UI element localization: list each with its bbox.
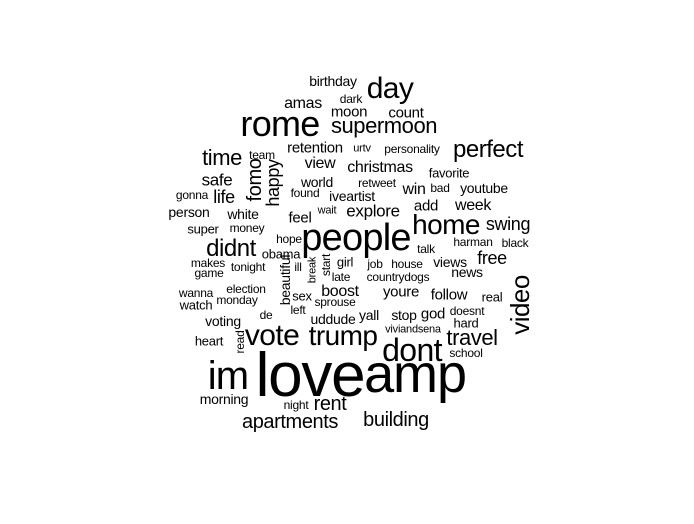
word-sex: sex — [292, 288, 312, 304]
word-fomo: fomo — [244, 158, 266, 202]
word-add: add — [413, 197, 439, 215]
word-god: god — [420, 305, 446, 323]
word-wait: wait — [317, 204, 337, 217]
word-view: view — [304, 155, 336, 172]
word-house: house — [391, 257, 423, 271]
word-start: start — [319, 253, 333, 277]
word-gonna: gonna — [175, 188, 209, 202]
word-election: election — [226, 282, 266, 296]
word-building: building — [363, 409, 429, 431]
word-video: video — [505, 275, 535, 335]
word-rent: rent — [313, 393, 347, 415]
word-break: break — [306, 256, 319, 284]
word-team: team — [249, 148, 275, 162]
word-boost: boost — [321, 283, 359, 300]
word-retweet: retweet — [358, 176, 396, 190]
word-birthday: birthday — [309, 73, 357, 89]
word-win: win — [402, 181, 426, 198]
word-day: day — [366, 72, 414, 105]
word-voting: voting — [205, 313, 241, 329]
word-happy: happy — [263, 159, 283, 207]
word-free: free — [477, 248, 507, 268]
word-night: night — [283, 398, 309, 412]
word-safe: safe — [201, 170, 233, 190]
word-christmas: christmas — [347, 159, 413, 176]
word-talk: talk — [417, 242, 435, 256]
word-super: super — [187, 221, 219, 237]
word-retention: retention — [287, 139, 343, 157]
word-rome: rome — [240, 103, 320, 144]
word-ill: ill — [294, 260, 302, 274]
word-de: de — [259, 308, 273, 322]
word-travel: travel — [446, 325, 498, 350]
word-didnt: didnt — [206, 235, 256, 262]
word-follow: follow — [430, 286, 468, 304]
word-youre: youre — [382, 283, 420, 301]
word-trump: trump — [308, 320, 378, 351]
word-game: game — [194, 266, 224, 280]
word-personality: personality — [384, 142, 440, 156]
word-makes: makes — [190, 256, 226, 270]
word-im: im — [207, 354, 249, 398]
word-people: people — [301, 217, 411, 259]
word-feel: feel — [288, 209, 312, 227]
word-hope: hope — [276, 232, 302, 246]
word-stop: stop — [391, 307, 417, 323]
word-obama: obama — [261, 246, 301, 262]
word-favorite: favorite — [428, 165, 470, 181]
word-explore: explore — [346, 201, 400, 221]
word-money: money — [229, 221, 265, 235]
word-life: life — [213, 187, 235, 207]
word-week: week — [454, 197, 492, 214]
word-bad: bad — [430, 181, 450, 195]
word-morning: morning — [199, 391, 249, 407]
word-home: home — [412, 209, 480, 240]
word-time: time — [202, 145, 242, 170]
word-school: school — [449, 346, 483, 360]
word-supermoon: supermoon — [330, 113, 438, 138]
word-swing: swing — [485, 214, 531, 234]
word-late: late — [331, 270, 351, 284]
word-white: white — [227, 206, 259, 222]
word-love: love — [255, 341, 366, 410]
word-dark: dark — [339, 92, 363, 106]
word-viviandsena: viviandsena — [385, 323, 441, 336]
word-dont: dont — [382, 332, 442, 368]
word-moon: moon — [330, 103, 368, 121]
word-apartments: apartments — [241, 411, 339, 433]
word-count: count — [388, 104, 424, 122]
word-tonight: tonight — [230, 260, 266, 274]
word-person: person — [168, 204, 210, 220]
word-amp: amp — [364, 344, 467, 404]
word-youtube: youtube — [460, 180, 508, 196]
word-perfect: perfect — [452, 136, 524, 163]
word-countrydogs: countrydogs — [366, 270, 430, 284]
word-hard: hard — [453, 315, 479, 331]
word-views: views — [433, 254, 467, 270]
word-read: read — [233, 330, 247, 354]
word-black: black — [501, 236, 529, 250]
word-world: world — [300, 174, 334, 190]
word-sprouse: sprouse — [314, 295, 356, 309]
word-left: left — [290, 303, 306, 317]
word-watch: watch — [179, 297, 213, 313]
word-wanna: wanna — [178, 286, 214, 300]
word-uddude: uddude — [310, 311, 356, 327]
word-girl: girl — [336, 254, 354, 270]
word-doesnt: doesnt — [449, 304, 485, 318]
word-news: news — [451, 264, 483, 280]
word-heart: heart — [194, 333, 224, 349]
word-found: found — [290, 186, 320, 200]
word-amas: amas — [284, 95, 322, 112]
word-real: real — [481, 289, 503, 305]
word-urtv: urtv — [353, 142, 371, 155]
word-vote: vote — [244, 319, 300, 352]
word-monday: monday — [216, 293, 258, 307]
word-harman: harman — [453, 235, 493, 249]
word-job: job — [367, 257, 383, 271]
word-iveartist: iveartist — [329, 188, 375, 204]
word-yall: yall — [359, 307, 379, 323]
word-beautiful: beautiful — [277, 254, 293, 306]
